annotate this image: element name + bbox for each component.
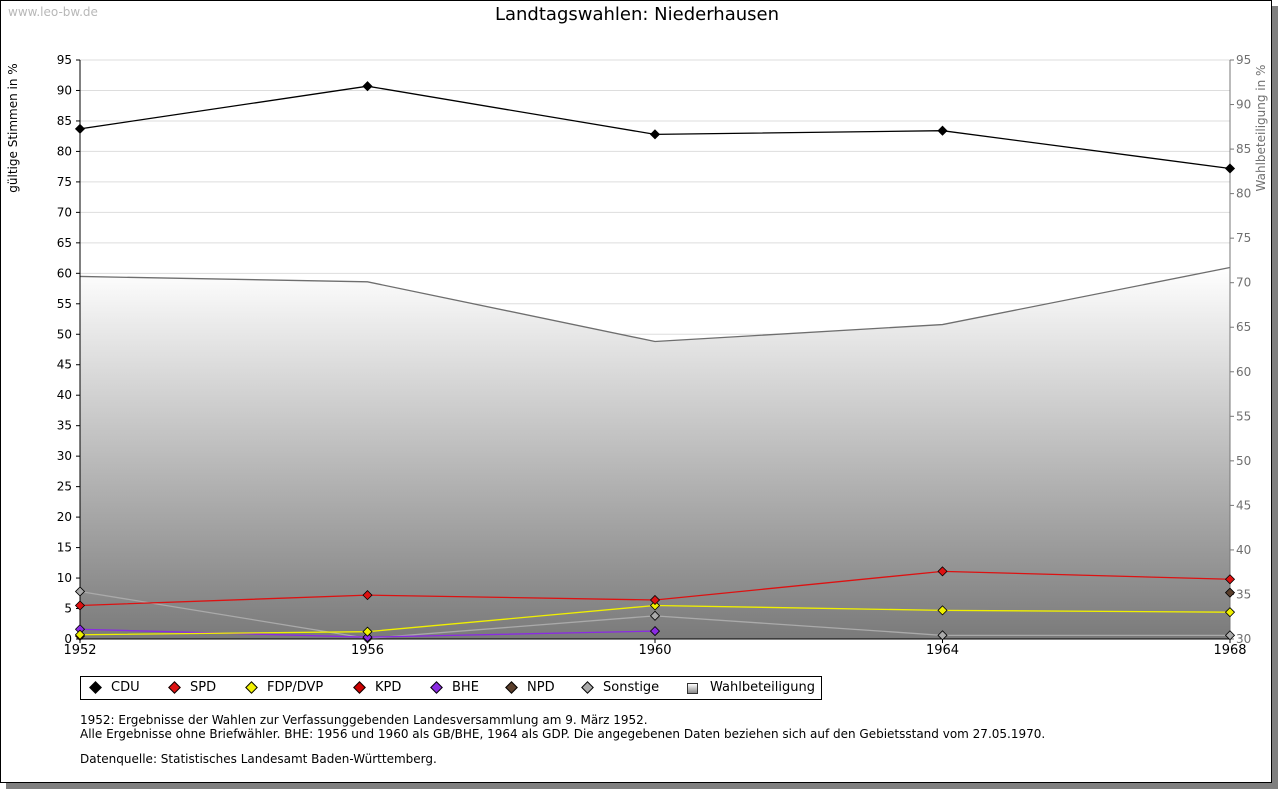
y-tick-label: 10 — [57, 571, 72, 585]
legend: CDU SPD FDP/DVP KPD BHE NPD Sonstige Wah… — [80, 676, 822, 700]
series-point-fdp-dvp — [362, 626, 373, 637]
y-tick-label: 65 — [57, 236, 72, 250]
series-point-spd — [937, 566, 948, 577]
y2-tick-label: 30 — [1236, 632, 1251, 646]
y2-tick-label: 35 — [1236, 587, 1251, 601]
series-point-cdu — [362, 81, 373, 92]
footnote-2: Alle Ergebnisse ohne Briefwähler. BHE: 1… — [80, 727, 1046, 741]
series-point-spd — [1224, 574, 1236, 585]
turnout-area — [80, 267, 1230, 639]
y2-tick-label: 90 — [1236, 98, 1251, 112]
tick-labels: 0 5 10 15 20 25 30 35 40 45 50 55 60 65 70 75 80 85 90 95 30… — [57, 53, 1252, 658]
data-source: Datenquelle: Statistisches Landesamt Bad… — [80, 752, 437, 766]
x-tick-label: 1952 — [63, 643, 96, 658]
x-tick-label: 1964 — [926, 643, 959, 658]
series-point-cdu — [649, 129, 661, 140]
y2-tick-label: 75 — [1236, 231, 1251, 245]
y-tick-label: 0 — [64, 632, 72, 646]
turnout-line — [79, 266, 1231, 343]
series-point-sonstige — [1224, 630, 1236, 641]
legend-marker-spd — [168, 681, 181, 694]
series-layer — [74, 81, 1236, 644]
y-tick-label: 25 — [57, 480, 72, 494]
y-tick-label: 70 — [57, 205, 72, 219]
series-point-sonstige — [649, 610, 661, 621]
series-point-sonstige — [937, 630, 948, 641]
y-tick-label: 90 — [57, 83, 72, 97]
y-tick-label: 20 — [57, 510, 72, 524]
series-point-cdu — [937, 125, 948, 136]
y-tick-label: 35 — [57, 419, 72, 433]
y2-tick-label: 50 — [1236, 454, 1251, 468]
series-point-sonstige — [74, 586, 86, 597]
y-tick-label: 30 — [57, 449, 72, 463]
y2-tick-label: 45 — [1236, 498, 1251, 512]
watermark: www.leo-bw.de — [8, 5, 98, 19]
chart-title: Landtagswahlen: Niederhausen — [494, 4, 780, 25]
y2-tick-label: 85 — [1236, 142, 1251, 156]
frame-shadow-right — [1272, 6, 1278, 788]
chart-svg: 0 5 10 15 20 25 30 35 40 45 50 55 60 65 70 75 80 85 90 95 30… — [57, 53, 1252, 658]
frame-shadow-bottom — [6, 783, 1278, 789]
series-point-bhe — [362, 632, 373, 643]
y2-tick-label: 95 — [1236, 53, 1251, 67]
series-point-fdp-dvp — [74, 629, 86, 640]
y2-tick-label: 55 — [1236, 409, 1251, 423]
y-tick-label: 15 — [57, 541, 72, 555]
y-tick-label: 40 — [57, 388, 72, 402]
legend-marker-npd — [505, 681, 518, 694]
y2-tick-label: 65 — [1236, 320, 1251, 334]
series-point-bhe — [649, 626, 661, 637]
y-axis-label-right: Wahlbeteiligung in % — [1254, 64, 1268, 192]
series-point-fdp-dvp — [1224, 607, 1236, 618]
y2-tick-label: 80 — [1236, 187, 1251, 201]
legend-marker-cdu — [89, 681, 102, 694]
legend-label-wahlbeteiligung: Wahlbeteiligung — [710, 680, 816, 695]
x-tick-label: 1968 — [1213, 643, 1246, 658]
series-point-spd — [362, 590, 373, 601]
legend-label-npd: NPD — [527, 680, 555, 695]
legend-label-bhe: BHE — [452, 680, 479, 695]
axes — [76, 59, 1234, 643]
legend-marker-sonstige — [581, 681, 594, 694]
legend-marker-bhe — [430, 681, 443, 694]
y-tick-label: 85 — [57, 114, 72, 128]
legend-label-fdp: FDP/DVP — [267, 680, 324, 695]
series-point-spd — [74, 600, 86, 611]
legend-label-sonstige: Sonstige — [603, 680, 660, 695]
y-tick-label: 45 — [57, 358, 72, 372]
y-tick-label: 95 — [57, 53, 72, 67]
legend-marker-kpd — [353, 681, 366, 694]
series-point-npd — [1224, 587, 1236, 598]
series-point-cdu — [1224, 163, 1236, 174]
y-tick-label: 75 — [57, 175, 72, 189]
x-tick-label: 1956 — [351, 643, 384, 658]
series-point-fdp-dvp — [937, 605, 948, 616]
y2-tick-label: 40 — [1236, 543, 1251, 557]
y-tick-label: 5 — [64, 602, 72, 616]
y-tick-label: 80 — [57, 144, 72, 158]
y-axis-label-left: gültige Stimmen in % — [6, 63, 20, 193]
footnotes: 1952: Ergebnisse der Wahlen zur Verfassu… — [80, 713, 1045, 741]
y-tick-label: 50 — [57, 327, 72, 341]
legend-marker-wahlbeteiligung — [687, 683, 698, 694]
series-point-cdu — [74, 123, 86, 134]
y2-tick-label: 70 — [1236, 276, 1251, 290]
series-point-fdp-dvp — [649, 600, 661, 611]
x-tick-label: 1960 — [638, 643, 671, 658]
legend-marker-fdp — [245, 681, 258, 694]
legend-label-cdu: CDU — [111, 680, 140, 695]
series-line-cdu — [79, 85, 1231, 170]
y2-tick-label: 60 — [1236, 365, 1251, 379]
y-tick-label: 60 — [57, 266, 72, 280]
y-tick-label: 55 — [57, 297, 72, 311]
series-point-spd — [649, 594, 661, 606]
footnote-1: 1952: Ergebnisse der Wahlen zur Verfassu… — [80, 713, 648, 727]
legend-label-spd: SPD — [190, 680, 217, 695]
turnout-area-layer — [79, 266, 1231, 639]
legend-label-kpd: KPD — [375, 680, 402, 695]
